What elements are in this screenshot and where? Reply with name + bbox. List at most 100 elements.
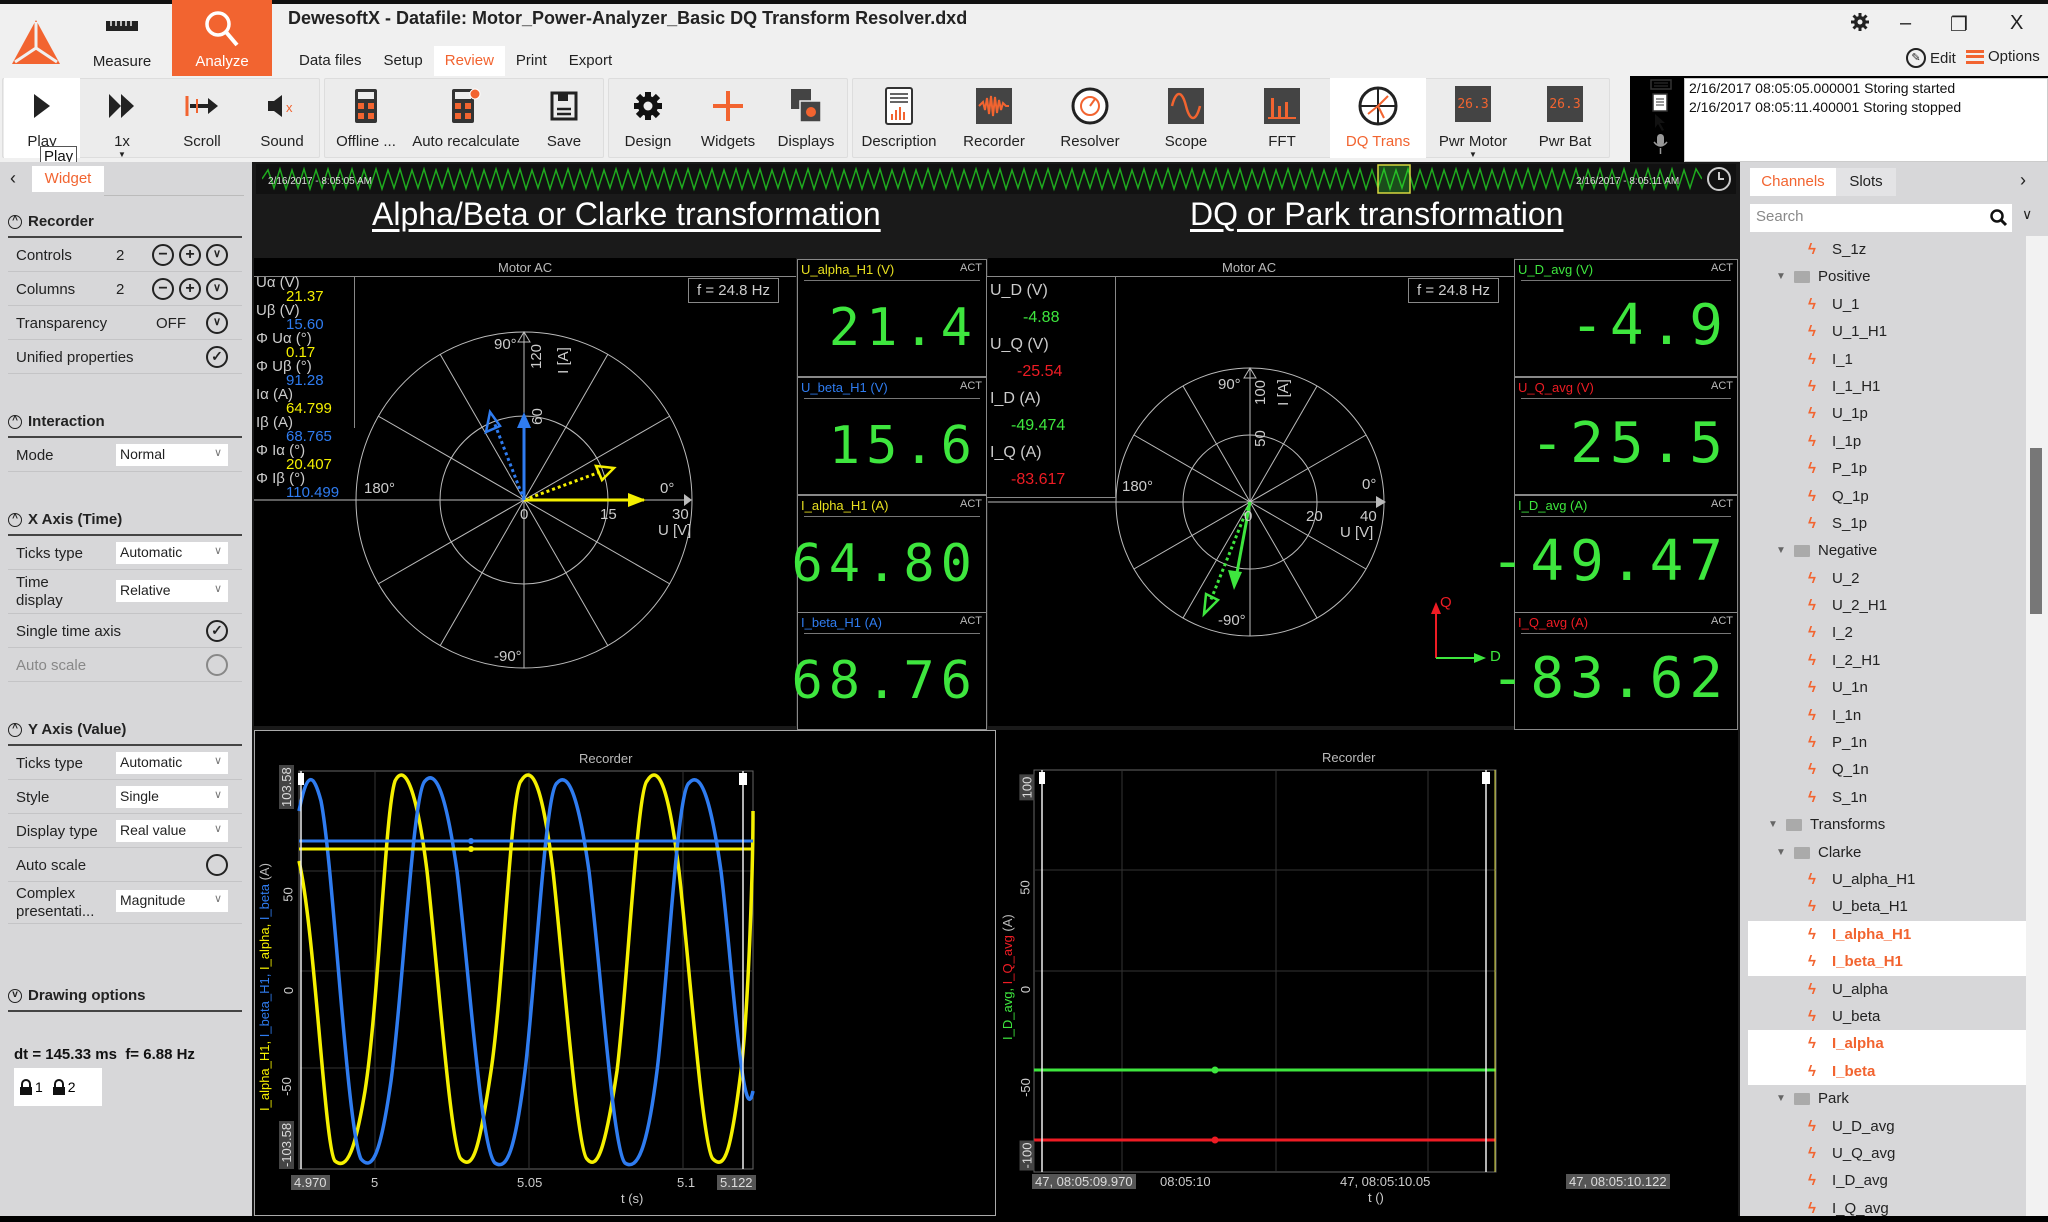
meter-u-alpha-h1[interactable]: U_alpha_H1 (V) ACT 21.4	[797, 259, 987, 377]
tree-folder[interactable]: ▼ Park	[1748, 1085, 2026, 1112]
meter-i-d-avg[interactable]: I_D_avg (A) ACT -49.47	[1491, 495, 1738, 613]
tree-item[interactable]: ϟ U_2_H1	[1748, 592, 2026, 619]
tree-item[interactable]: ϟ I_2_H1	[1748, 647, 2026, 674]
unchecked-circle-icon[interactable]	[206, 854, 228, 876]
collapse-panel-chevron-icon[interactable]: ‹	[10, 168, 16, 188]
style-select[interactable]: Single ∨	[116, 786, 228, 808]
design-button[interactable]: Design	[610, 78, 686, 158]
minus-circle-icon[interactable]: −	[152, 244, 174, 266]
chevron-down-circle-icon[interactable]: ∨	[206, 278, 228, 300]
meter-u-q-avg[interactable]: U_Q_avg (V) ACT -25.5	[1514, 377, 1738, 495]
close-button[interactable]: X	[2010, 12, 2024, 34]
menu-setup[interactable]: Setup	[383, 52, 423, 69]
save-button[interactable]: Save	[526, 78, 602, 158]
y-axis-section-header[interactable]: ^ Y Axis (Value)	[8, 716, 242, 746]
tree-item[interactable]: ϟ U_1_H1	[1748, 318, 2026, 345]
time-display-select[interactable]: Relative ∨	[116, 580, 228, 602]
tree-item[interactable]: ϟ P_1n	[1748, 729, 2026, 756]
complex-presentation-select[interactable]: Magnitude ∨	[116, 890, 228, 912]
tree-item-selected[interactable]: ϟ I_beta	[1748, 1057, 2026, 1086]
clarke-vector-scope[interactable]: Motor AC f = 24.8 Hz 90° 0° 180° -90° 0 …	[254, 258, 796, 726]
tree-item[interactable]: ϟ U_beta	[1748, 1003, 2026, 1030]
tree-item[interactable]: ϟ U_1n	[1748, 674, 2026, 701]
plus-circle-icon[interactable]: +	[179, 278, 201, 300]
checked-circle-icon[interactable]: ✓	[206, 346, 228, 368]
tree-item-selected[interactable]: ϟ I_alpha_H1	[1748, 920, 2026, 949]
x-axis-section-header[interactable]: ^ X Axis (Time)	[8, 506, 242, 536]
recorder-section-header[interactable]: ^ Recorder	[8, 208, 242, 238]
tab-widget[interactable]: Widget	[32, 166, 104, 192]
overview-timeline[interactable]: 2/16/2017 - 8:05:05 AM 2/16/2017 - 8:05:…	[256, 164, 1736, 194]
tree-item[interactable]: ϟ Q_1n	[1748, 756, 2026, 783]
mode-analyze-button[interactable]: Analyze	[172, 0, 272, 76]
tree-item[interactable]: ϟ U_Q_avg	[1748, 1140, 2026, 1167]
lock-cursor-1[interactable]: 1	[20, 1079, 43, 1095]
tree-item[interactable]: ϟ S_1p	[1748, 510, 2026, 537]
menu-export[interactable]: Export	[568, 52, 613, 69]
y-ticks-type-select[interactable]: Automatic ∨	[116, 752, 228, 774]
tree-folder[interactable]: ▼ Clarke	[1748, 839, 2026, 866]
tree-item[interactable]: ϟ U_alpha_H1	[1748, 866, 2026, 893]
recorder-park[interactable]: Recorder 100 50 0 -50 -100 I_D_avg, I_Q_…	[996, 730, 1738, 1216]
tree-item[interactable]: ϟ I_2	[1748, 619, 2026, 646]
maximize-button[interactable]: ❐	[1950, 14, 1968, 36]
menu-review[interactable]: Review	[433, 46, 505, 76]
tree-folder[interactable]: ▼ Positive	[1748, 263, 2026, 290]
tree-item[interactable]: ϟ I_1n	[1748, 702, 2026, 729]
meter-i-beta-h1[interactable]: I_beta_H1 (A) ACT 68.76	[791, 612, 987, 730]
tree-item-selected[interactable]: ϟ I_alpha	[1748, 1030, 2026, 1058]
tree-item[interactable]: ϟ P_1p	[1748, 455, 2026, 482]
tree-item[interactable]: ϟ I_Q_avg	[1748, 1195, 2026, 1222]
tree-item[interactable]: ϟ U_beta_H1	[1748, 893, 2026, 920]
tree-item[interactable]: ϟ I_1_H1	[1748, 373, 2026, 400]
resolver-button[interactable]: Resolver	[1050, 78, 1130, 158]
meter-i-alpha-h1[interactable]: I_alpha_H1 (A) ACT 64.80	[791, 495, 987, 613]
minimize-button[interactable]: –	[1900, 12, 1912, 34]
fft-button[interactable]: FFT	[1242, 78, 1322, 158]
dq-value-list[interactable]: U_D (V) -4.88 U_Q (V) -25.54 I_D (A) -49.47…	[986, 276, 1116, 498]
dq-trans-button[interactable]: DQ Trans	[1330, 78, 1426, 158]
tree-item-selected[interactable]: ϟ I_beta_H1	[1748, 948, 2026, 976]
speed-1x-button[interactable]: 1x ▼	[84, 78, 160, 159]
checked-circle-icon[interactable]: ✓	[206, 620, 228, 642]
recorder-button[interactable]: Recorder	[954, 78, 1034, 158]
tree-item[interactable]: ϟ I_1	[1748, 346, 2026, 373]
pwr-motor-button[interactable]: 26.3 Pwr Motor ▼	[1428, 78, 1518, 159]
tab-channels[interactable]: Channels	[1750, 168, 1836, 196]
tree-item[interactable]: ϟ S_1n	[1748, 784, 2026, 811]
edit-button[interactable]: ✎ Edit	[1906, 48, 1956, 68]
tree-item[interactable]: ϟ Q_1p	[1748, 483, 2026, 510]
lock-cursor-2[interactable]: 2	[52, 1079, 76, 1095]
mode-measure-button[interactable]: Measure	[72, 4, 172, 76]
interaction-section-header[interactable]: ^ Interaction	[8, 408, 242, 438]
unchecked-circle-icon[interactable]	[206, 654, 228, 676]
chevron-down-circle-icon[interactable]: ∨	[206, 244, 228, 266]
channel-list-scrollbar[interactable]	[2030, 448, 2042, 614]
mode-select[interactable]: Normal ∨	[116, 444, 228, 466]
displays-button[interactable]: Displays	[768, 78, 844, 158]
clock-icon[interactable]	[1706, 166, 1732, 192]
settings-gear-icon[interactable]	[1850, 12, 1870, 38]
tree-item[interactable]: ϟ U_1	[1748, 291, 2026, 318]
tree-item[interactable]: ϟ U_alpha	[1748, 976, 2026, 1003]
tree-item[interactable]: ϟ U_2	[1748, 565, 2026, 592]
tree-item[interactable]: ϟ I_1p	[1748, 428, 2026, 455]
options-button[interactable]: Options	[1966, 48, 2040, 65]
tree-item[interactable]: ϟ U_1p	[1748, 400, 2026, 427]
sound-button[interactable]: x Sound	[244, 78, 320, 158]
x-ticks-type-select[interactable]: Automatic ∨	[116, 542, 228, 564]
display-type-select[interactable]: Real value ∨	[116, 820, 228, 842]
event-log[interactable]: 2/16/2017 08:05:05.000001 Storing starte…	[1684, 78, 2048, 162]
expand-panel-chevron-icon[interactable]: ›	[2020, 170, 2026, 190]
menu-data-files[interactable]: Data files	[299, 52, 362, 69]
play-button[interactable]: Play	[4, 78, 80, 158]
tree-item[interactable]: ϟ I_D_avg	[1748, 1167, 2026, 1194]
meter-i-q-avg[interactable]: I_Q_avg (A) ACT -83.62	[1491, 612, 1738, 730]
tree-item[interactable]: ϟ S_1z	[1748, 236, 2026, 263]
tab-slots[interactable]: Slots	[1836, 168, 1896, 196]
search-icon[interactable]	[1990, 209, 2008, 227]
drawing-options-section-header[interactable]: v Drawing options	[8, 982, 242, 1012]
chevron-down-circle-icon[interactable]: ∨	[206, 312, 228, 334]
minus-circle-icon[interactable]: −	[152, 278, 174, 300]
meter-u-beta-h1[interactable]: U_beta_H1 (V) ACT 15.6	[797, 377, 987, 495]
